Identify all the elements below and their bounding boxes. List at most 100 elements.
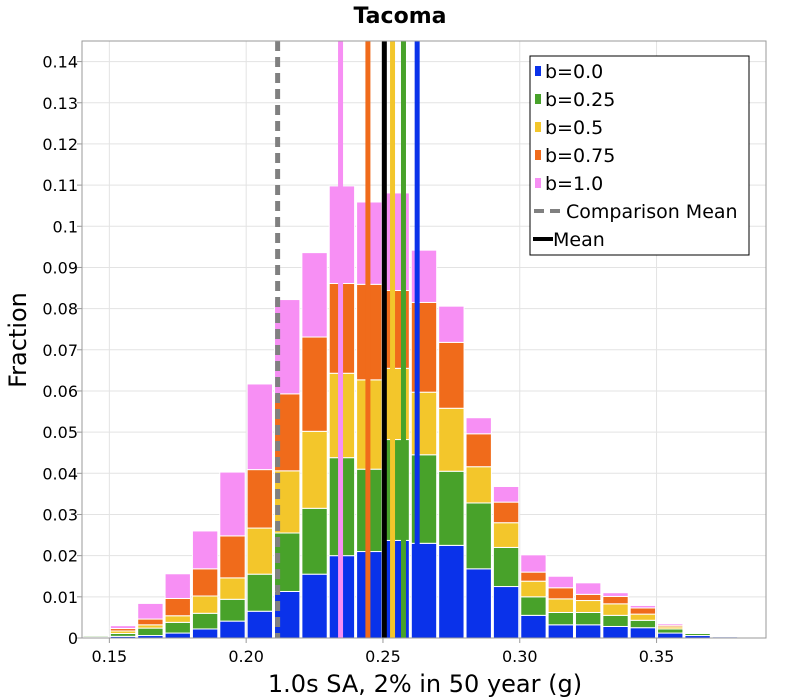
bar-segment bbox=[629, 613, 657, 621]
y-tick-label: 0.03 bbox=[42, 505, 78, 524]
bar-segment bbox=[301, 252, 328, 338]
bar-segment bbox=[246, 573, 274, 612]
chart-title: Tacoma bbox=[354, 4, 447, 29]
bar-segment bbox=[438, 407, 465, 472]
bar-segment bbox=[547, 575, 574, 589]
legend-label: Comparison Mean bbox=[566, 201, 738, 223]
bar-segment bbox=[574, 624, 602, 639]
legend-swatch bbox=[535, 66, 541, 76]
plot-frame bbox=[81, 40, 767, 639]
bar-segment bbox=[301, 507, 328, 575]
bar-segment bbox=[438, 470, 465, 546]
legend: b=0.0 b=0.25 b=0.5 b=0.75 b=1.0 Comparison Me… bbox=[529, 55, 750, 256]
bar-segment bbox=[191, 628, 219, 639]
bar-segment bbox=[438, 305, 465, 343]
bar-segment bbox=[520, 596, 547, 616]
x-tick-label: 0.15 bbox=[92, 647, 128, 666]
legend-swatch bbox=[535, 94, 541, 104]
y-tick-label: 0.12 bbox=[42, 135, 78, 154]
bar-segment bbox=[465, 466, 492, 504]
mean-lines-layer bbox=[275, 41, 420, 638]
x-tick-label: 0.30 bbox=[502, 647, 538, 666]
bar-segment bbox=[520, 614, 547, 639]
y-tick-label: 0.14 bbox=[42, 53, 78, 72]
y-tick-label: 0.13 bbox=[42, 94, 78, 113]
bar-segment bbox=[574, 611, 602, 626]
bar-segment bbox=[547, 611, 574, 626]
legend-label: b=0.0 bbox=[545, 61, 603, 83]
bar-segment bbox=[574, 600, 602, 613]
bar-segment bbox=[438, 341, 465, 409]
bar-segment bbox=[629, 619, 657, 629]
bar-segment bbox=[164, 632, 191, 639]
bar-segment bbox=[191, 530, 219, 570]
bar-segment bbox=[602, 614, 629, 627]
bar-segment bbox=[520, 580, 547, 598]
bar-segment bbox=[602, 592, 629, 597]
bar-segment bbox=[219, 598, 246, 622]
y-tick-label: 0.11 bbox=[42, 176, 78, 195]
bar-segment bbox=[547, 598, 574, 613]
bar-segment bbox=[492, 522, 520, 548]
bar-segment bbox=[109, 625, 137, 630]
bar-segment bbox=[657, 623, 684, 626]
bar-segment bbox=[657, 628, 684, 634]
bar-segment bbox=[164, 573, 191, 599]
bar-segment bbox=[191, 595, 219, 614]
bar-segment bbox=[574, 593, 602, 602]
bar-segment bbox=[492, 485, 520, 503]
bar-segment bbox=[629, 607, 657, 615]
bar-segment bbox=[246, 469, 274, 529]
bar-segment bbox=[492, 586, 520, 639]
y-tick-label: 0.1 bbox=[53, 217, 78, 236]
y-tick-label: 0.01 bbox=[42, 588, 78, 607]
bar-segment bbox=[274, 590, 301, 639]
bar-segment bbox=[465, 433, 492, 468]
bar-segment bbox=[602, 603, 629, 616]
bar-segment bbox=[246, 610, 274, 639]
bar-segment bbox=[520, 571, 547, 582]
ticks-layer: 0 0.01 0.02 0.03 0.04 0.05 0.06 0.07 0.08 0.09 0.1… bbox=[42, 53, 674, 666]
legend-label: b=1.0 bbox=[545, 173, 603, 195]
x-tick-label: 0.20 bbox=[228, 647, 264, 666]
bar-segment bbox=[547, 587, 574, 600]
bar-segment bbox=[191, 568, 219, 597]
y-tick-label: 0.09 bbox=[42, 258, 78, 277]
x-axis-label: 1.0s SA, 2% in 50 year (g) bbox=[268, 670, 582, 698]
bar-segment bbox=[246, 383, 274, 471]
bar-segment bbox=[629, 604, 657, 609]
y-tick-label: 0 bbox=[68, 629, 78, 648]
bar-segment bbox=[219, 577, 246, 600]
x-tick-label: 0.35 bbox=[639, 647, 675, 666]
bar-segment bbox=[137, 602, 164, 620]
bar-segment bbox=[492, 546, 520, 588]
legend-swatch bbox=[535, 150, 541, 160]
bar-segment bbox=[301, 430, 328, 509]
bar-segment bbox=[574, 582, 602, 595]
legend-box bbox=[529, 55, 750, 256]
y-tick-label: 0.07 bbox=[42, 341, 78, 360]
legend-label: b=0.25 bbox=[545, 89, 615, 111]
bar-segment bbox=[191, 612, 219, 630]
bar-segment bbox=[219, 620, 246, 639]
y-axis-label: Fraction bbox=[4, 292, 32, 388]
bar-segment bbox=[164, 621, 191, 634]
y-tick-label: 0.02 bbox=[42, 547, 78, 566]
bar-segment bbox=[657, 632, 684, 639]
bar-segment bbox=[301, 573, 328, 639]
bar-segment bbox=[164, 615, 191, 623]
bar-segment bbox=[492, 501, 520, 524]
bar-segment bbox=[137, 627, 164, 637]
x-tick-label: 0.25 bbox=[365, 647, 401, 666]
legend-swatch bbox=[535, 178, 541, 188]
bar-segment bbox=[164, 597, 191, 617]
y-tick-label: 0.05 bbox=[42, 423, 78, 442]
bar-segment bbox=[301, 336, 328, 432]
bar-segment bbox=[219, 535, 246, 579]
bar-segment bbox=[684, 630, 711, 633]
legend-label: Mean bbox=[553, 229, 605, 251]
bar-segment bbox=[438, 544, 465, 639]
bar-segment bbox=[602, 595, 629, 605]
bar-segment bbox=[465, 568, 492, 639]
